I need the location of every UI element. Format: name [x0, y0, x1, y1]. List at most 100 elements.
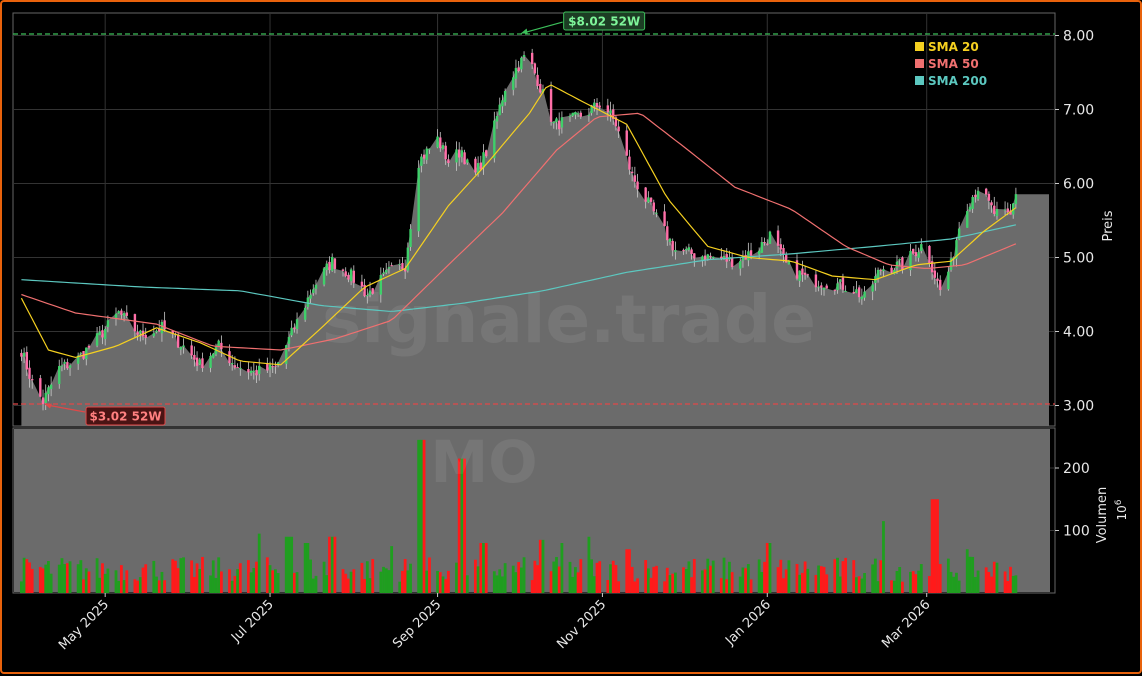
candle-body	[990, 202, 993, 206]
candle-body	[366, 295, 369, 297]
candle-body	[720, 256, 723, 259]
candle-body	[190, 345, 193, 356]
volume-bar	[973, 576, 977, 593]
volume-bar	[595, 562, 599, 593]
price-tick-label: 3.00	[1063, 399, 1094, 415]
candle-body	[871, 284, 874, 292]
volume-bar	[371, 559, 375, 593]
volume-bar	[549, 571, 553, 593]
volume-bar	[330, 536, 334, 593]
volume-bar	[268, 565, 272, 593]
volume-bar	[706, 558, 710, 593]
volume-bar	[587, 536, 591, 593]
candle-body	[479, 162, 483, 170]
candle-body	[757, 250, 761, 255]
candle-body	[41, 397, 45, 405]
candle-body	[760, 242, 764, 253]
candle-body	[293, 327, 296, 330]
candle-body	[512, 77, 515, 90]
volume-bar	[968, 556, 972, 593]
volume-bar	[665, 567, 669, 593]
candle-body	[625, 130, 628, 156]
volume-bar	[541, 539, 545, 593]
candle-body	[306, 297, 310, 307]
volume-bar	[795, 563, 799, 593]
candle-body	[379, 275, 383, 295]
volume-bar	[479, 543, 483, 593]
volume-bar	[201, 556, 204, 593]
volume-bar	[673, 572, 677, 593]
volume-bar	[749, 579, 753, 593]
volume-bar	[20, 581, 23, 593]
volume-unit-label: 106	[1114, 499, 1129, 520]
candle-body	[776, 230, 780, 246]
volume-bar	[782, 578, 785, 593]
candle-body	[593, 102, 596, 107]
volume-bar	[625, 549, 629, 593]
volume-bar	[825, 574, 829, 593]
volume-bar	[238, 563, 242, 593]
volume-bar	[57, 564, 61, 593]
volume-bar	[265, 557, 269, 593]
volume-bar	[987, 571, 991, 593]
candle-body	[63, 361, 66, 364]
candle-body	[549, 88, 553, 122]
candle-body	[255, 369, 258, 376]
candle-body	[609, 110, 612, 114]
volume-bar	[798, 574, 802, 593]
candle-body	[833, 289, 837, 291]
candle-body	[749, 250, 753, 256]
low-52w-arrow	[46, 404, 86, 413]
candle-body	[703, 255, 707, 261]
candle-body	[971, 196, 974, 209]
price-tick-label: 5.00	[1063, 251, 1094, 267]
volume-bar	[806, 568, 810, 593]
candle-body	[763, 241, 766, 243]
candle-body	[633, 175, 637, 182]
volume-bar	[519, 567, 523, 593]
candle-body	[1006, 208, 1009, 213]
candle-body	[1014, 194, 1018, 205]
candle-body	[690, 249, 693, 255]
candle-body	[152, 333, 156, 337]
candle-body	[839, 279, 842, 282]
candle-body	[993, 205, 996, 214]
candle-body	[98, 331, 101, 335]
date-tick-label: Jan 2026	[722, 597, 774, 649]
volume-bar	[514, 572, 518, 593]
volume-bar	[287, 536, 291, 593]
volume-bar	[217, 557, 221, 593]
candle-body	[371, 288, 374, 294]
candle-body	[933, 270, 937, 278]
volume-bar	[247, 560, 250, 593]
candle-body	[268, 364, 272, 370]
volume-bar	[214, 577, 218, 593]
volume-bar	[174, 560, 177, 593]
candle-body	[968, 206, 972, 211]
volume-bar	[614, 565, 618, 593]
volume-bar	[917, 570, 921, 593]
candle-body	[439, 137, 442, 149]
volume-bar	[103, 573, 107, 593]
candle-body	[20, 352, 23, 357]
candle-body	[668, 238, 672, 242]
candle-body	[422, 154, 426, 159]
volume-bar	[844, 557, 848, 593]
candle-body	[530, 52, 534, 65]
candle-body	[636, 181, 639, 190]
volume-bar	[652, 566, 656, 593]
volume-bar	[179, 558, 183, 593]
volume-bar	[946, 558, 950, 593]
volume-bar	[482, 543, 485, 593]
candle-body	[955, 240, 958, 259]
candle-body	[836, 283, 839, 291]
low-52w-badge	[85, 406, 166, 426]
candle-body	[120, 310, 123, 315]
volume-bar	[617, 581, 621, 593]
volume-bar	[836, 557, 839, 593]
volume-bar	[403, 559, 407, 593]
candle-body	[233, 365, 237, 368]
volume-bar	[271, 570, 275, 593]
volume-bar	[976, 570, 980, 593]
volume-bar	[163, 580, 167, 593]
